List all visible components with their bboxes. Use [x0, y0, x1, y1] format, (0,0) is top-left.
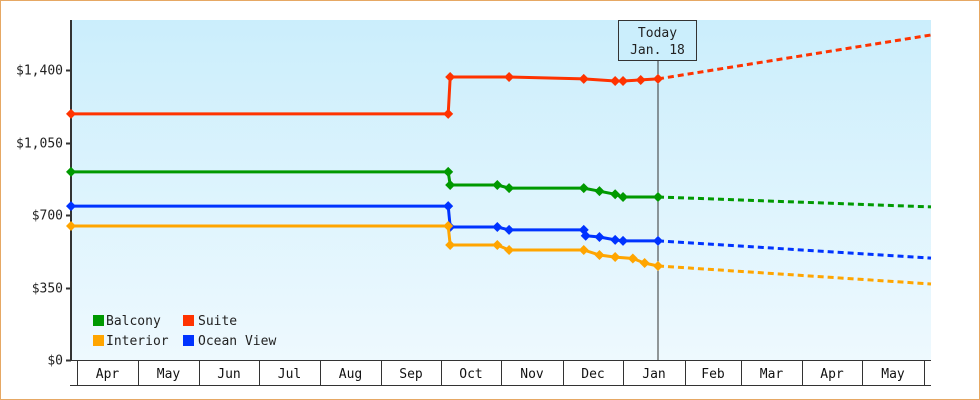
x-tick-label: Apr: [820, 367, 844, 382]
data-point-marker[interactable]: [445, 72, 456, 83]
legend-item-suite[interactable]: Suite: [183, 314, 237, 329]
legend-swatch-suite: [183, 315, 194, 326]
data-point-marker[interactable]: [66, 220, 76, 231]
data-point-marker[interactable]: [653, 73, 663, 84]
data-point-marker[interactable]: [594, 249, 605, 260]
x-tick-label: Oct: [459, 367, 482, 382]
x-tick-label: Jun: [217, 367, 240, 382]
legend-label-interior: Interior: [106, 334, 169, 349]
series-suite: [66, 33, 932, 119]
data-point-marker[interactable]: [627, 253, 638, 264]
x-tick-label: Nov: [520, 367, 544, 382]
legend-swatch-interior: [93, 335, 104, 346]
legend-swatch-balcony: [93, 315, 104, 326]
x-tick-label: Jan: [642, 367, 665, 382]
y-tick-label: $700: [32, 209, 63, 224]
plot-area: [72, 20, 931, 360]
x-tick-label: May: [157, 367, 181, 382]
data-point-marker[interactable]: [653, 235, 663, 246]
data-point-marker[interactable]: [580, 230, 591, 241]
data-point-marker[interactable]: [504, 72, 515, 83]
data-point-marker[interactable]: [445, 240, 456, 251]
data-point-marker[interactable]: [610, 189, 621, 200]
data-point-marker[interactable]: [635, 74, 646, 85]
data-point-marker[interactable]: [443, 220, 454, 231]
data-point-marker[interactable]: [578, 183, 589, 194]
x-tick-label: Jul: [278, 367, 301, 382]
data-point-marker[interactable]: [66, 108, 76, 119]
data-point-marker[interactable]: [66, 166, 76, 177]
y-tick-label: $1,400: [16, 64, 63, 79]
x-tick-label: Aug: [339, 367, 362, 382]
x-axis-months: Apr May Jun Jul Aug Sep Oct Nov Dec Jan Feb Mar Apr M…: [70, 360, 931, 386]
legend-label-balcony: Balcony: [106, 314, 161, 329]
legend-label-ocean-view: Ocean View: [198, 334, 276, 349]
data-point-marker[interactable]: [504, 224, 515, 235]
forecast-line: [657, 264, 932, 286]
x-tick-label: Apr: [96, 367, 120, 382]
x-tick-label: May: [881, 367, 905, 382]
data-point-marker[interactable]: [492, 179, 503, 190]
data-point-marker[interactable]: [578, 73, 589, 84]
y-tick-label: $0: [47, 354, 63, 369]
data-point-marker[interactable]: [639, 258, 650, 269]
x-tick-label: Mar: [760, 367, 784, 382]
data-point-marker[interactable]: [492, 222, 503, 233]
legend-item-ocean-view[interactable]: Ocean View: [183, 334, 276, 349]
series-ocean-view: [66, 201, 932, 260]
legend-item-balcony[interactable]: Balcony: [93, 314, 161, 329]
forecast-line: [657, 195, 932, 209]
data-point-marker[interactable]: [610, 234, 621, 245]
data-point-marker[interactable]: [594, 186, 605, 197]
data-point-marker[interactable]: [445, 179, 456, 190]
data-point-marker[interactable]: [653, 191, 663, 202]
data-point-marker[interactable]: [618, 191, 629, 202]
x-tick-label: Feb: [701, 367, 725, 382]
legend: Balcony Suite Interior Ocean View: [93, 314, 276, 349]
x-tick-label: Sep: [399, 367, 423, 382]
legend-label-suite: Suite: [198, 314, 237, 329]
today-date: Jan. 18: [630, 43, 685, 58]
legend-item-interior[interactable]: Interior: [93, 334, 169, 349]
y-axis-ticks: $0 $350 $700 $1,050 $1,400: [16, 64, 71, 369]
forecast-line: [657, 239, 932, 260]
data-point-marker[interactable]: [443, 201, 454, 212]
data-point-marker[interactable]: [66, 201, 76, 212]
data-point-marker[interactable]: [443, 108, 454, 119]
data-point-marker[interactable]: [610, 75, 621, 86]
data-point-marker[interactable]: [610, 252, 621, 263]
data-point-marker[interactable]: [578, 245, 589, 256]
data-point-marker[interactable]: [618, 235, 629, 246]
data-point-marker[interactable]: [443, 166, 454, 177]
x-tick-label: Dec: [581, 367, 604, 382]
y-tick-label: $1,050: [16, 137, 63, 152]
series-interior: [66, 220, 932, 286]
forecast-line: [657, 33, 932, 81]
data-point-marker[interactable]: [618, 75, 629, 86]
today-box: [618, 20, 697, 61]
today-label: Today: [638, 26, 677, 41]
series-balcony: [66, 166, 932, 209]
data-point-marker[interactable]: [653, 260, 663, 271]
data-point-marker[interactable]: [594, 231, 605, 242]
series-layer: [66, 33, 932, 286]
data-point-marker[interactable]: [492, 240, 503, 251]
data-point-marker[interactable]: [504, 183, 515, 194]
y-tick-label: $350: [32, 282, 63, 297]
legend-swatch-ocean-view: [183, 335, 194, 346]
data-point-marker[interactable]: [504, 245, 515, 256]
